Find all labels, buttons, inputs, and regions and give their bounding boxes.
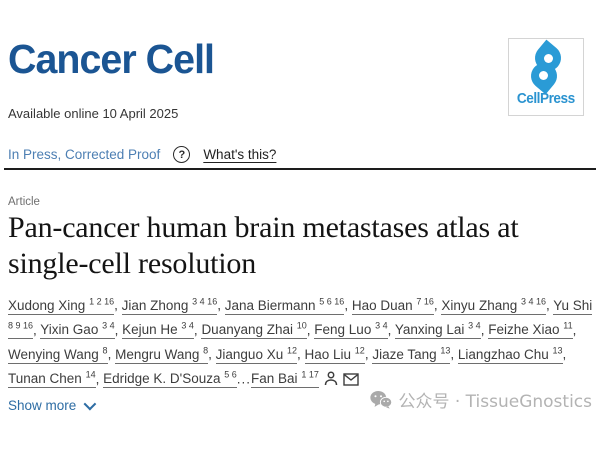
author-link[interactable]: Duanyang Zhai 10 (201, 320, 307, 339)
author-list: Xudong Xing 1 2 16, Jian Zhong 3 4 16, J… (8, 296, 593, 388)
author-link[interactable]: Wenying Wang 8 (8, 345, 108, 364)
email-icon[interactable] (343, 373, 359, 386)
cellpress-logo[interactable]: CellPress (508, 38, 584, 116)
author-link[interactable]: Yu Shi 8 9 16 (8, 297, 593, 339)
show-more-button[interactable]: Show more (8, 397, 97, 413)
author-link[interactable]: Xinyu Zhang 3 4 16 (441, 296, 547, 315)
watermark-text: 公众号 · TissueGnostics (398, 392, 592, 412)
whats-this-link[interactable]: What's this? (203, 147, 277, 162)
status-bar: In Press, Corrected Proof ? What's this? (8, 146, 276, 163)
author-link[interactable]: Fan Bai 1 17 (251, 369, 319, 388)
author-link[interactable]: Jian Zhong 3 4 16 (121, 296, 218, 315)
author-link[interactable]: Liangzhao Chu 13 (457, 345, 563, 364)
author-link[interactable]: Yanxing Lai 3 4 (394, 320, 481, 339)
author-link[interactable]: Hao Duan 7 16 (351, 296, 434, 315)
cellpress-label: CellPress (517, 91, 575, 107)
page-title: Pan-cancer human brain metastases atlas … (8, 211, 519, 280)
author-profile-icon[interactable] (324, 371, 338, 386)
author-link[interactable]: Jianguo Xu 12 (215, 345, 297, 364)
chevron-down-icon (83, 397, 97, 411)
author-link[interactable]: Tunan Chen 14 (8, 369, 96, 388)
author-link[interactable]: Jana Biermann 5 6 16 (224, 296, 345, 315)
author-link[interactable]: Jiaze Tang 13 (372, 345, 451, 364)
author-link[interactable]: Edridge K. D'Souza 5 6 (103, 369, 237, 388)
author-link[interactable]: Mengru Wang 8 (115, 345, 209, 364)
in-press-status-link[interactable]: In Press, Corrected Proof (8, 147, 161, 162)
author-link[interactable]: Feng Luo 3 4 (314, 320, 388, 339)
author-ellipsis: ... (236, 371, 252, 386)
author-link[interactable]: Yixin Gao 3 4 (40, 320, 115, 339)
question-mark-circle-icon[interactable]: ? (173, 146, 191, 163)
article-type-label: Article (8, 196, 40, 208)
author-link[interactable]: Xudong Xing 1 2 16 (8, 296, 115, 315)
wechat-icon (370, 390, 393, 409)
divider (4, 168, 596, 170)
cellpress-swirl-icon (524, 39, 568, 95)
author-link[interactable]: Feizhe Xiao 11 (488, 320, 573, 339)
available-online-date: Available online 10 April 2025 (8, 106, 179, 121)
watermark: 公众号 · TissueGnostics (370, 387, 592, 412)
author-link[interactable]: Kejun He 3 4 (122, 320, 194, 339)
author-link[interactable]: Hao Liu 12 (304, 345, 365, 364)
show-more-label: Show more (8, 398, 77, 413)
journal-logo[interactable]: Cancer Cell (8, 36, 215, 82)
